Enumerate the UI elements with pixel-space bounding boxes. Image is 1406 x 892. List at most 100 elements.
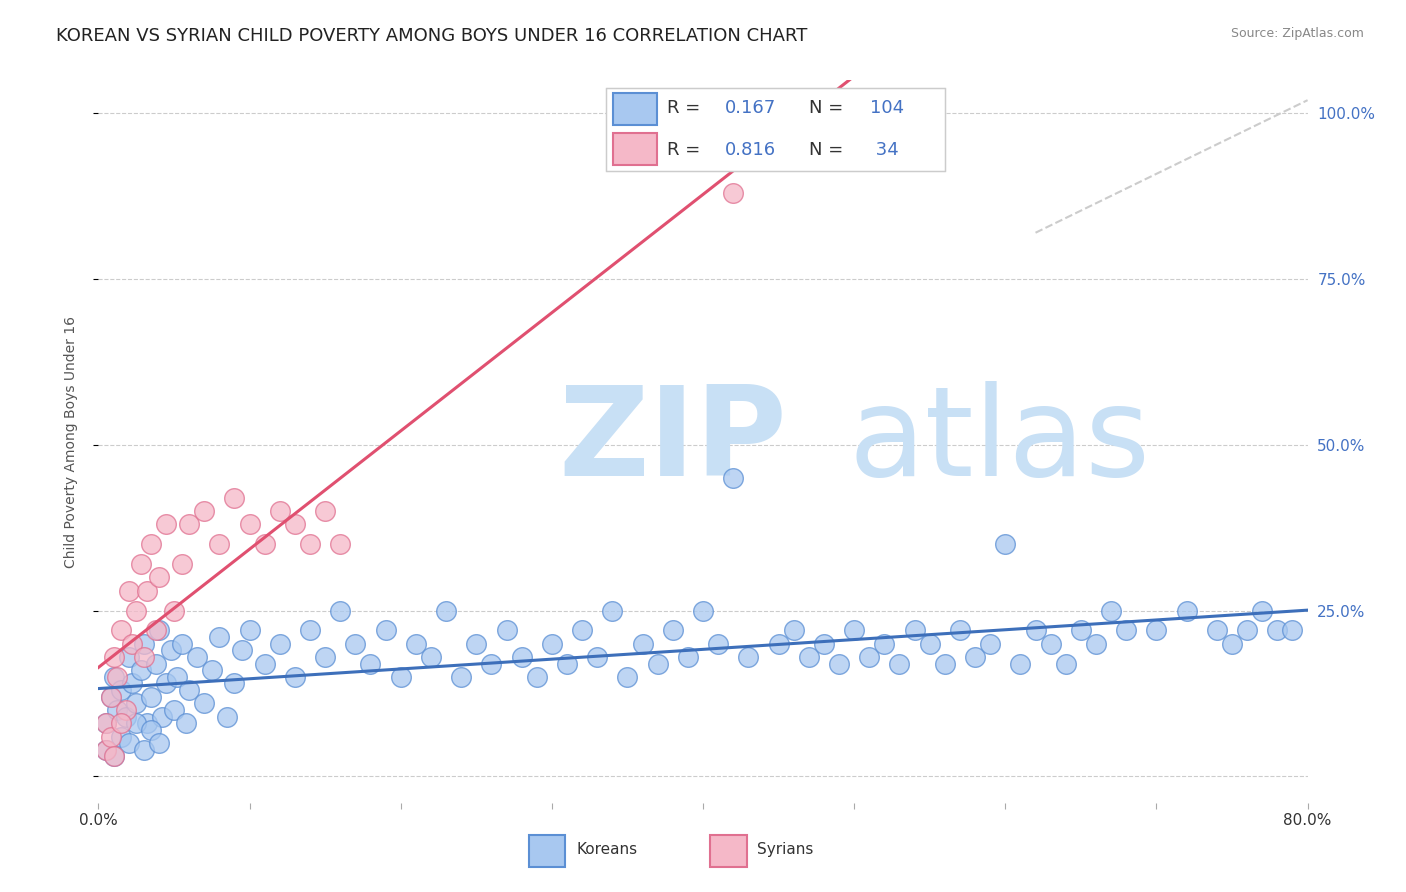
Point xyxy=(179,683,201,698)
Point xyxy=(114,703,136,717)
Point xyxy=(299,537,322,551)
Point xyxy=(873,637,896,651)
Point xyxy=(949,624,972,638)
Point xyxy=(1085,637,1108,651)
Point xyxy=(103,749,125,764)
Point xyxy=(540,637,562,651)
Point xyxy=(526,670,548,684)
Point xyxy=(135,716,157,731)
Point xyxy=(269,504,291,518)
Point xyxy=(100,690,122,704)
Point xyxy=(374,624,396,638)
Point xyxy=(1070,624,1092,638)
Point xyxy=(155,517,177,532)
Point xyxy=(602,603,624,617)
Point xyxy=(239,624,262,638)
Point xyxy=(125,697,148,711)
Point xyxy=(360,657,382,671)
Point xyxy=(121,676,143,690)
Point xyxy=(1267,624,1289,638)
Point xyxy=(284,670,307,684)
Point xyxy=(186,650,208,665)
Point xyxy=(1281,624,1303,638)
Point xyxy=(160,643,183,657)
Point xyxy=(284,517,307,532)
Point xyxy=(208,630,231,644)
Point xyxy=(132,743,155,757)
Point xyxy=(1175,603,1198,617)
Point xyxy=(723,471,745,485)
Point xyxy=(510,650,533,665)
Text: atlas: atlas xyxy=(848,381,1150,502)
Point xyxy=(676,650,699,665)
Text: Source: ZipAtlas.com: Source: ZipAtlas.com xyxy=(1230,27,1364,40)
Point xyxy=(858,650,880,665)
Point xyxy=(105,670,128,684)
Point xyxy=(170,637,193,651)
Point xyxy=(1251,603,1274,617)
Point xyxy=(269,637,291,651)
Point xyxy=(434,603,457,617)
Point xyxy=(1024,624,1046,638)
Point xyxy=(768,637,790,651)
Point xyxy=(1099,603,1122,617)
Point xyxy=(125,716,148,731)
Point xyxy=(141,690,163,704)
Text: ZIP: ZIP xyxy=(558,381,786,502)
Point xyxy=(253,537,276,551)
Point xyxy=(1010,657,1032,671)
Point xyxy=(661,624,683,638)
Point xyxy=(163,703,186,717)
Point xyxy=(224,491,246,505)
Point xyxy=(813,637,835,651)
Point xyxy=(103,749,125,764)
Point xyxy=(145,657,167,671)
Text: KOREAN VS SYRIAN CHILD POVERTY AMONG BOYS UNDER 16 CORRELATION CHART: KOREAN VS SYRIAN CHILD POVERTY AMONG BOY… xyxy=(56,27,807,45)
Point xyxy=(129,557,152,571)
Point xyxy=(110,716,132,731)
Point xyxy=(193,697,215,711)
Point xyxy=(148,570,170,584)
Point xyxy=(555,657,578,671)
Point xyxy=(166,670,188,684)
Point xyxy=(110,730,132,744)
Point xyxy=(129,663,152,677)
Point xyxy=(450,670,472,684)
Point xyxy=(231,643,253,657)
Point xyxy=(994,537,1017,551)
Point xyxy=(94,716,117,731)
Point xyxy=(253,657,276,671)
Point xyxy=(1206,624,1229,638)
Point xyxy=(314,504,336,518)
Point xyxy=(918,637,941,651)
Point xyxy=(1220,637,1243,651)
Point xyxy=(828,657,851,671)
Point xyxy=(170,557,193,571)
Point xyxy=(132,637,155,651)
Point xyxy=(179,517,201,532)
Y-axis label: Child Poverty Among Boys Under 16: Child Poverty Among Boys Under 16 xyxy=(63,316,77,567)
Point xyxy=(586,650,609,665)
Point xyxy=(155,676,177,690)
Point xyxy=(495,624,517,638)
Point xyxy=(148,736,170,750)
Point xyxy=(110,624,132,638)
Point xyxy=(215,709,238,723)
Point xyxy=(329,603,352,617)
Point xyxy=(145,624,167,638)
Point xyxy=(94,716,117,731)
Point xyxy=(163,603,186,617)
Point xyxy=(201,663,224,677)
Point xyxy=(1115,624,1137,638)
Point xyxy=(389,670,412,684)
Point xyxy=(1054,657,1077,671)
Point xyxy=(239,517,262,532)
Point xyxy=(193,504,215,518)
Point xyxy=(707,637,730,651)
Point xyxy=(118,650,141,665)
Point xyxy=(94,743,117,757)
Point xyxy=(465,637,488,651)
Point xyxy=(299,624,322,638)
Point xyxy=(100,690,122,704)
Point xyxy=(647,657,669,671)
